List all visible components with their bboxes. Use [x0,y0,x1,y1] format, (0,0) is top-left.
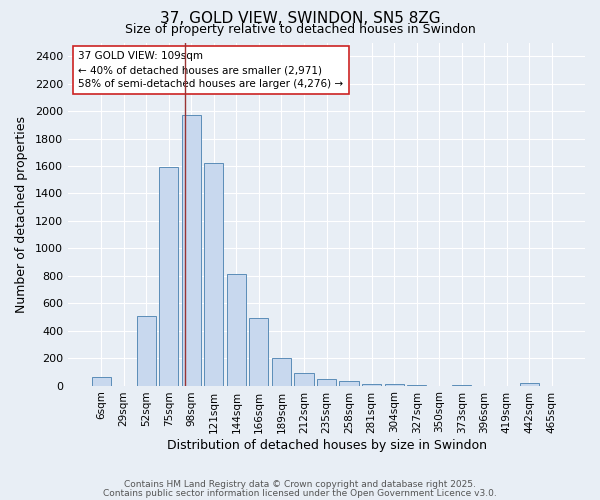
Bar [317,380,336,386]
Bar [452,385,472,386]
Text: Contains public sector information licensed under the Open Government Licence v3: Contains public sector information licen… [103,488,497,498]
Bar [182,115,201,386]
Bar [137,316,156,386]
Text: Size of property relative to detached houses in Swindon: Size of property relative to detached ho… [125,22,475,36]
Bar [272,358,291,386]
Y-axis label: Number of detached properties: Number of detached properties [15,116,28,312]
Bar [295,373,314,386]
Text: 37, GOLD VIEW, SWINDON, SN5 8ZG: 37, GOLD VIEW, SWINDON, SN5 8ZG [160,11,440,26]
Bar [227,274,246,386]
Bar [385,384,404,386]
Text: Contains HM Land Registry data © Crown copyright and database right 2025.: Contains HM Land Registry data © Crown c… [124,480,476,489]
Bar [407,385,426,386]
Bar [362,384,381,386]
X-axis label: Distribution of detached houses by size in Swindon: Distribution of detached houses by size … [167,440,487,452]
Bar [250,318,268,386]
Bar [520,383,539,386]
Bar [340,382,359,386]
Text: 37 GOLD VIEW: 109sqm
← 40% of detached houses are smaller (2,971)
58% of semi-de: 37 GOLD VIEW: 109sqm ← 40% of detached h… [79,51,344,89]
Bar [204,164,223,386]
Bar [92,378,111,386]
Bar [159,168,178,386]
